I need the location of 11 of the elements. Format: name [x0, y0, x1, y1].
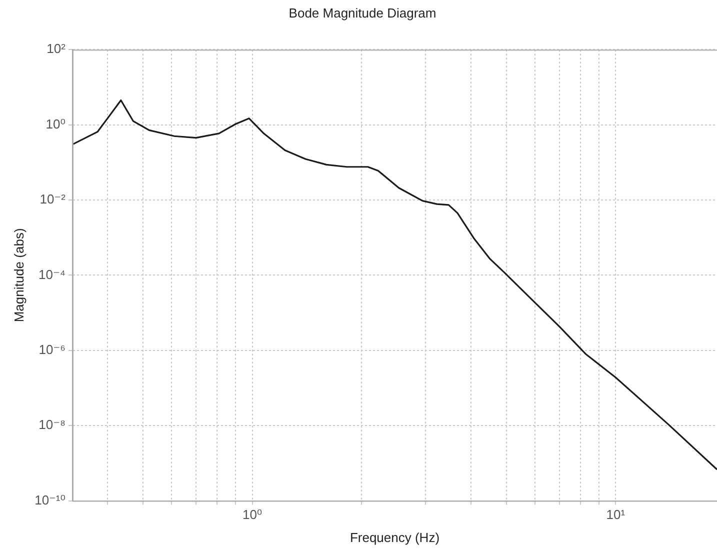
y-tick-label: 10⁻⁸	[38, 417, 66, 432]
y-tick-label: 10⁻⁴	[38, 266, 66, 282]
y-tick-label: 10⁻²	[40, 192, 66, 207]
y-tick-label: 10²	[46, 41, 66, 56]
x-axis-title: Frequency (Hz)	[350, 530, 440, 545]
y-tick-label: 10⁻¹⁰	[34, 492, 66, 508]
y-tick-label: 10⁰	[46, 116, 66, 132]
chart-title: Bode Magnitude Diagram	[288, 5, 436, 20]
x-tick-label: 10¹	[606, 507, 626, 522]
y-tick-label: 10⁻⁶	[38, 342, 66, 357]
y-axis-title: Magnitude (abs)	[11, 228, 26, 322]
